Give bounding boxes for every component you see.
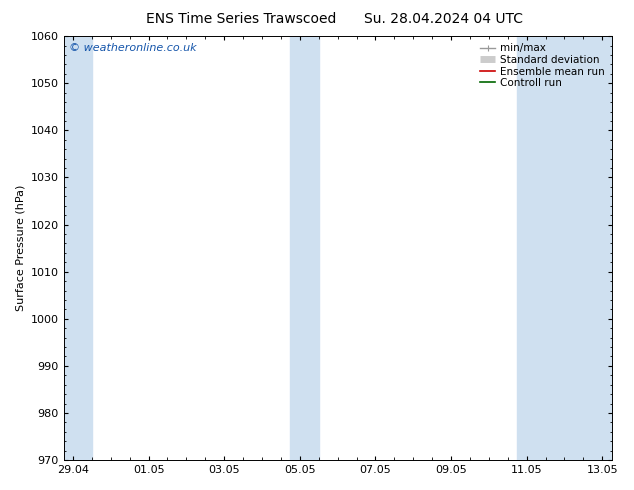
Text: Su. 28.04.2024 04 UTC: Su. 28.04.2024 04 UTC (365, 12, 523, 26)
Legend: min/max, Standard deviation, Ensemble mean run, Controll run: min/max, Standard deviation, Ensemble me… (478, 41, 607, 90)
Y-axis label: Surface Pressure (hPa): Surface Pressure (hPa) (15, 185, 25, 311)
Bar (63, 36, 92, 460)
Text: ENS Time Series Trawscoed: ENS Time Series Trawscoed (146, 12, 336, 26)
Bar (290, 36, 319, 460)
Bar (517, 36, 612, 460)
Text: © weatheronline.co.uk: © weatheronline.co.uk (69, 43, 197, 52)
